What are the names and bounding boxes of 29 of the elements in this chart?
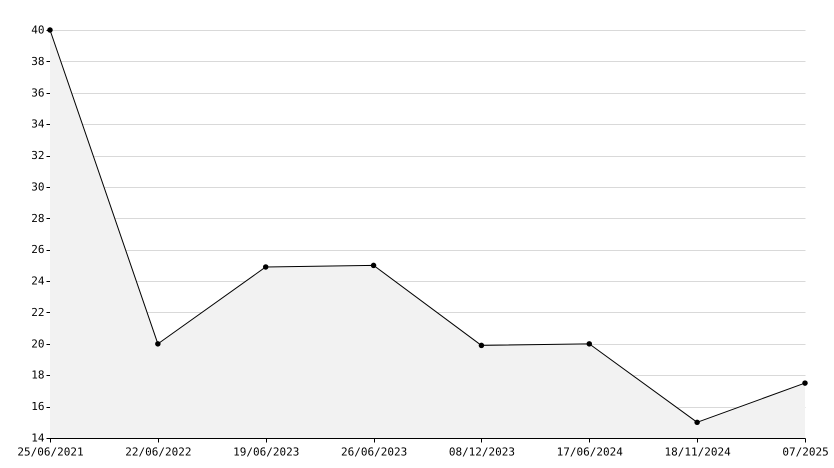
x-tick-label: 17/06/2024 <box>556 446 624 458</box>
y-tick-label: 22 <box>31 306 44 319</box>
y-tick-label: 18 <box>31 368 44 382</box>
y-tick-label: 32 <box>31 149 44 162</box>
y-tick-label: 20 <box>31 337 44 350</box>
point <box>478 342 484 348</box>
y-tick-label: 26 <box>31 243 44 256</box>
point <box>155 341 161 347</box>
y-tick-label: 24 <box>31 274 45 288</box>
x-tick-label: 25/06/2021 <box>17 446 84 458</box>
point <box>586 341 592 347</box>
y-tick-label: 36 <box>31 86 44 100</box>
x-tick-label: 08/12/2023 <box>448 446 516 458</box>
y-tick-label: 16 <box>31 400 44 414</box>
y-tick-label: 28 <box>31 212 44 225</box>
x-tick-label: 18/11/2024 <box>664 446 732 458</box>
y-tick-label: 34 <box>31 118 45 131</box>
x-tick-label: 19/06/2023 <box>233 446 300 458</box>
y-tick-label: 14 <box>31 432 45 444</box>
x-tick-label: 26/06/2023 <box>340 446 408 458</box>
point <box>370 262 376 268</box>
y-tick-label: 30 <box>31 180 44 194</box>
x-tick-label: 07/2025 <box>782 446 829 458</box>
point <box>694 420 700 426</box>
y-tick-label: 40 <box>31 24 44 36</box>
x-tick-label: 22/06/2022 <box>125 446 192 458</box>
y-tick-label: 38 <box>31 54 44 68</box>
point <box>262 264 268 270</box>
point <box>802 380 808 386</box>
